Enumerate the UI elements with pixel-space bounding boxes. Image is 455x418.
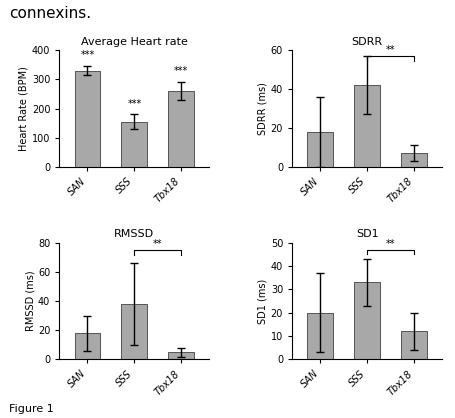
Y-axis label: Heart Rate (BPM): Heart Rate (BPM) [19,66,29,151]
Text: connexins.: connexins. [9,6,91,21]
Text: **: ** [153,240,162,250]
Y-axis label: SDRR (ms): SDRR (ms) [258,82,268,135]
Bar [121,122,147,167]
Bar [400,153,426,167]
Text: ***: *** [127,99,141,109]
Bar [354,85,379,167]
Title: SDRR: SDRR [351,37,382,46]
Bar [168,352,194,359]
Text: Figure 1: Figure 1 [9,404,54,414]
Title: SD1: SD1 [355,229,378,239]
Text: **: ** [385,46,394,56]
Text: **: ** [385,239,394,249]
Bar [307,313,333,359]
Bar [354,283,379,359]
Text: ***: *** [80,51,94,60]
Bar [168,91,194,167]
Bar [400,331,426,359]
Bar [121,304,147,359]
Y-axis label: RMSSD (ms): RMSSD (ms) [25,271,35,331]
Text: ***: *** [174,66,188,76]
Title: RMSSD: RMSSD [114,229,154,239]
Bar [307,132,333,167]
Title: Average Heart rate: Average Heart rate [81,37,187,46]
Bar [74,71,100,167]
Bar [74,333,100,359]
Y-axis label: SD1 (ms): SD1 (ms) [258,278,268,324]
